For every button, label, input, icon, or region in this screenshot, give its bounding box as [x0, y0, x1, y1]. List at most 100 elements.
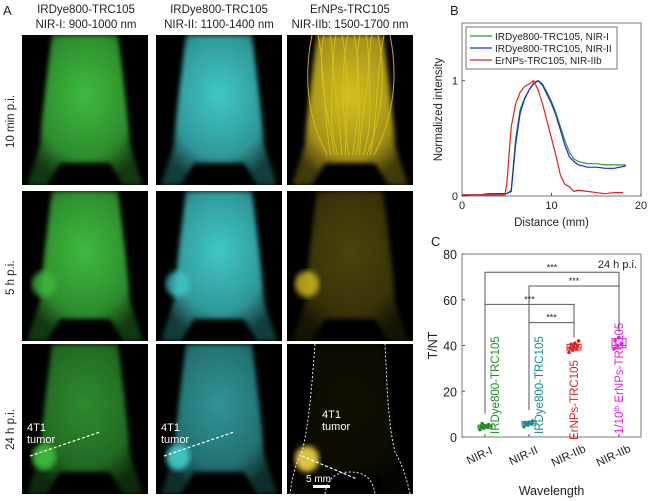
profile-line	[163, 431, 235, 457]
data-point	[576, 339, 581, 343]
series-label: IRDye800-TRC105	[534, 336, 546, 434]
column-window: NIR-IIb: 1500-1700 nm	[291, 19, 409, 31]
tumor-label-line2: tumor	[322, 421, 351, 433]
data-point	[525, 423, 530, 427]
tumor-label-line1: 4T1	[322, 409, 341, 421]
image-panel	[287, 35, 413, 185]
data-point	[573, 341, 577, 346]
series-label: IRDye800-TRC105	[490, 336, 502, 434]
data-point	[570, 348, 575, 352]
annotation: 24 h p.i.	[598, 259, 637, 271]
data-point	[617, 335, 621, 340]
tumor-spot	[295, 271, 319, 297]
data-point	[478, 427, 482, 432]
image-panel	[22, 191, 148, 341]
scale-bar-label: 5 mm	[306, 474, 331, 485]
tumor-label: 4T1 tumor	[161, 422, 189, 446]
x-axis-label: Wavelength	[519, 484, 585, 498]
legend-entry: IRDye800-TRC105, NIR-II	[495, 44, 612, 55]
legend-entry: IRDye800-TRC105, NIR-I	[495, 32, 609, 43]
x-tick-label: NIR-IIb	[595, 443, 633, 469]
tumor-label-line2: tumor	[27, 434, 56, 446]
data-point	[483, 423, 487, 428]
y-tick-label: 40	[443, 340, 457, 354]
x-tick-label: 0	[459, 200, 465, 212]
image-panel	[287, 191, 413, 341]
data-point	[522, 424, 526, 429]
column-header-nir-i: IRDye800-TRC105 NIR-I: 900-1000 nm	[16, 3, 156, 33]
column-probe: IRDye800-TRC105	[37, 4, 135, 16]
mouse-body	[161, 344, 277, 494]
label-prefix: 1/10	[614, 412, 626, 434]
tumor-label-line2: tumor	[161, 434, 190, 446]
label-name: ErNPs-TRC105	[614, 323, 626, 406]
tumor-label-line1: 4T1	[161, 422, 180, 434]
significance-bracket	[528, 322, 575, 411]
image-panel	[156, 191, 282, 341]
tumor-label: 4T1 tumor	[27, 422, 55, 446]
series-label: 1/10th ErNPs-TRC105	[614, 323, 626, 434]
panel-c-label: C	[431, 234, 441, 249]
data-point	[479, 424, 483, 429]
data-point	[569, 342, 573, 347]
x-tick-label: 10	[545, 200, 557, 212]
image-panel	[156, 35, 282, 185]
data-point	[486, 422, 491, 427]
y-tick-label: 0	[450, 431, 457, 445]
panel-a-label: A	[3, 3, 12, 18]
vessels	[307, 35, 395, 156]
data-point	[613, 339, 617, 343]
profile-line	[29, 431, 101, 457]
column-header-nir-iib: ErNPs-TRC105 NIR-IIb: 1500-1700 nm	[280, 3, 420, 33]
data-point	[572, 344, 576, 349]
data-point	[619, 341, 624, 346]
image-panel	[287, 344, 413, 494]
y-tick-label: 60	[443, 294, 457, 308]
series-line	[462, 79, 624, 196]
tumor-spot	[32, 444, 56, 470]
significance-stars: ***	[569, 276, 580, 286]
image-panel	[156, 344, 282, 494]
tumor-spot	[32, 271, 56, 297]
significance-stars: ***	[547, 262, 558, 272]
significance-stars: ***	[524, 294, 535, 304]
x-tick-label: NIR-I	[465, 445, 494, 467]
mouse-body	[161, 191, 277, 341]
x-tick-label: NIR-II	[508, 444, 540, 468]
scale-bar	[313, 485, 330, 488]
mouse-body	[161, 35, 277, 185]
data-point	[567, 350, 571, 355]
panel-b-label: B	[450, 3, 459, 18]
data-point	[480, 421, 485, 426]
data-point	[530, 419, 535, 423]
column-header-nir-ii: IRDye800-TRC105 NIR-II: 1100-1400 nm	[149, 3, 289, 33]
data-point	[615, 343, 620, 348]
series-line	[462, 79, 626, 196]
mouse-outline	[289, 344, 411, 494]
mouse-body	[292, 191, 408, 341]
data-point	[568, 345, 572, 350]
column-window: NIR-I: 900-1000 nm	[35, 19, 137, 31]
image-panel	[22, 35, 148, 185]
x-tick-label: 20	[635, 200, 647, 212]
series-line	[461, 79, 626, 197]
series-label: ErNPs-TRC105	[569, 360, 581, 440]
tumor-spot	[166, 271, 190, 297]
y-tick-label: 80	[443, 248, 457, 262]
y-axis-label: T/NT	[426, 331, 440, 359]
significance-bracket	[484, 303, 575, 414]
x-axis-label: Distance (mm)	[514, 217, 589, 229]
tumor-spot	[295, 446, 319, 472]
y-axis-label: Normalized intensity	[433, 57, 445, 161]
data-point	[527, 420, 531, 424]
data-point	[612, 347, 616, 351]
tumor-label-line1: 4T1	[27, 422, 46, 434]
mouse-body	[292, 344, 408, 494]
data-point	[529, 421, 534, 426]
data-point	[574, 347, 579, 351]
data-point	[575, 343, 580, 348]
legend-entry: ErNPs-TRC105, NIR-IIb	[495, 56, 602, 67]
x-tick-label: NIR-IIb	[550, 443, 588, 469]
